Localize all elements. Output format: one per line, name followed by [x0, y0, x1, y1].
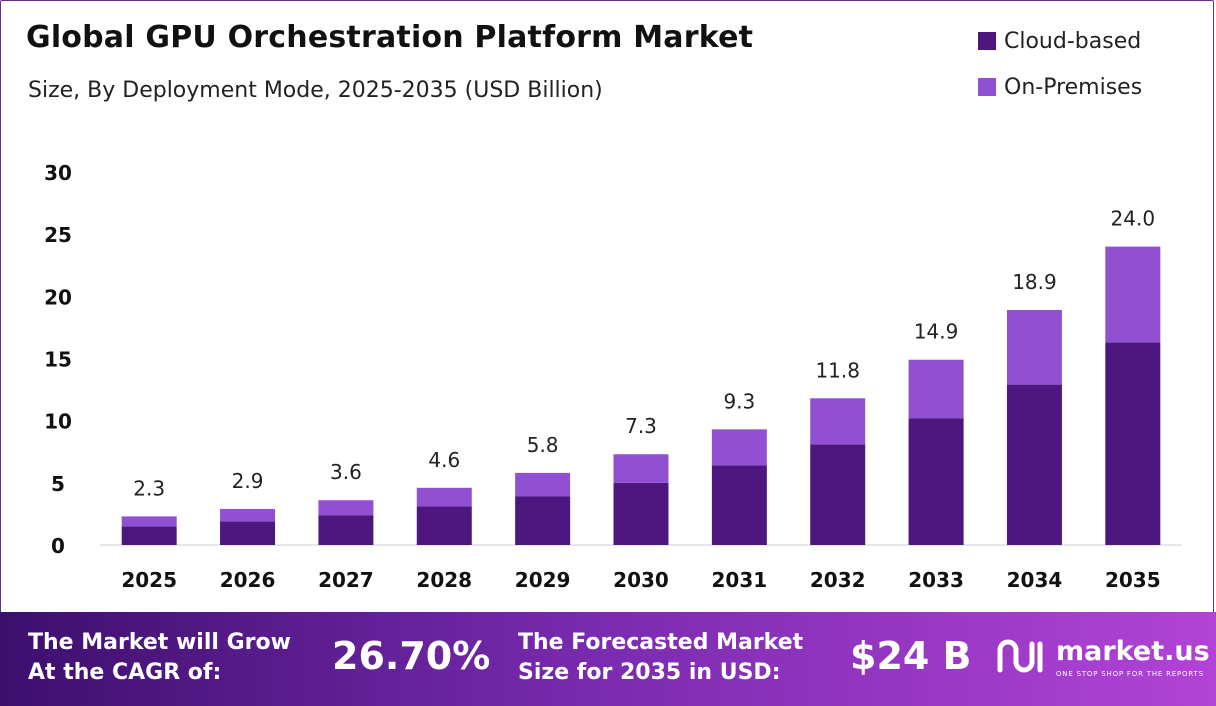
legend-label-on-premises: On-Premises	[1004, 74, 1143, 100]
x-tick-label: 2026	[220, 568, 276, 592]
brand-logo: market.us ONE STOP SHOP FOR THE REPORTS	[994, 636, 1210, 680]
legend-item-cloud-based: Cloud-based	[978, 26, 1142, 56]
legend-swatch-cloud-based	[978, 32, 996, 50]
brand-name: market.us	[1056, 636, 1210, 667]
bar-on-premises	[613, 454, 669, 483]
bar-on-premises	[908, 359, 964, 419]
x-tick-label: 2034	[1007, 568, 1063, 592]
data-label: 4.6	[428, 448, 460, 472]
bar-cloud-based	[613, 482, 669, 545]
bar-chart: 0510152025302.320252.920263.620274.62028…	[44, 161, 1182, 592]
bar-on-premises	[416, 487, 472, 507]
chart-title: Global GPU Orchestration Platform Market	[26, 20, 754, 55]
bar-on-premises	[1006, 310, 1062, 385]
bar-cloud-based	[1105, 342, 1161, 545]
data-label: 5.8	[527, 433, 559, 457]
bar-cloud-based	[908, 418, 964, 545]
x-tick-label: 2031	[712, 568, 768, 592]
x-tick-label: 2025	[121, 568, 177, 592]
data-label: 9.3	[723, 389, 755, 413]
bar-on-premises	[1105, 246, 1161, 343]
forecast-label-line1: The Forecasted Market	[518, 630, 804, 655]
data-label: 11.8	[815, 358, 860, 382]
bar-on-premises	[220, 508, 276, 522]
y-tick-label: 30	[44, 161, 72, 185]
legend-label-cloud-based: Cloud-based	[1004, 28, 1142, 54]
bar-on-premises	[810, 398, 866, 445]
x-tick-label: 2033	[908, 568, 964, 592]
legend-swatch-on-premises	[978, 78, 996, 96]
market-us-logo-icon	[997, 639, 1043, 673]
x-tick-label: 2035	[1105, 568, 1161, 592]
bar-cloud-based	[220, 521, 276, 545]
x-tick-label: 2030	[613, 568, 669, 592]
y-tick-label: 5	[51, 472, 65, 496]
bar-on-premises	[318, 500, 374, 516]
data-label: 14.9	[914, 320, 959, 344]
y-tick-label: 25	[44, 223, 72, 247]
legend: Cloud-based On-Premises	[978, 26, 1142, 118]
cagr-label-line1: The Market will Grow	[28, 630, 291, 655]
footer-banner: The Market will Grow At the CAGR of: 26.…	[0, 612, 1216, 706]
bar-on-premises	[711, 429, 767, 466]
cagr-label-line2: At the CAGR of:	[28, 660, 222, 685]
bar-cloud-based	[121, 526, 177, 545]
cagr-label: The Market will Grow At the CAGR of:	[28, 628, 291, 688]
brand-tagline: ONE STOP SHOP FOR THE REPORTS	[1056, 670, 1204, 678]
data-label: 7.3	[625, 414, 657, 438]
bar-on-premises	[515, 472, 571, 497]
y-tick-label: 10	[44, 410, 72, 434]
forecast-label: The Forecasted Market Size for 2035 in U…	[518, 628, 803, 688]
data-label: 2.9	[232, 469, 264, 493]
bar-cloud-based	[318, 515, 374, 545]
forecast-label-line2: Size for 2035 in USD:	[518, 660, 781, 685]
cagr-value: 26.70%	[332, 634, 491, 678]
bar-cloud-based	[1006, 384, 1062, 545]
x-tick-label: 2029	[515, 568, 571, 592]
x-tick-label: 2028	[416, 568, 472, 592]
y-tick-label: 0	[51, 534, 65, 558]
legend-item-on-premises: On-Premises	[978, 72, 1142, 102]
bar-cloud-based	[515, 496, 571, 545]
y-tick-label: 20	[44, 285, 72, 309]
bar-cloud-based	[810, 444, 866, 545]
x-tick-label: 2032	[810, 568, 866, 592]
y-tick-label: 15	[44, 348, 72, 372]
bar-cloud-based	[711, 465, 767, 545]
bar-on-premises	[121, 516, 177, 527]
data-label: 3.6	[330, 460, 362, 484]
bar-cloud-based	[416, 506, 472, 545]
chart-subtitle: Size, By Deployment Mode, 2025-2035 (USD…	[28, 78, 603, 103]
forecast-value: $24 B	[850, 634, 972, 678]
data-label: 24.0	[1111, 207, 1156, 231]
data-label: 18.9	[1012, 270, 1057, 294]
data-label: 2.3	[133, 476, 165, 500]
x-tick-label: 2027	[318, 568, 374, 592]
